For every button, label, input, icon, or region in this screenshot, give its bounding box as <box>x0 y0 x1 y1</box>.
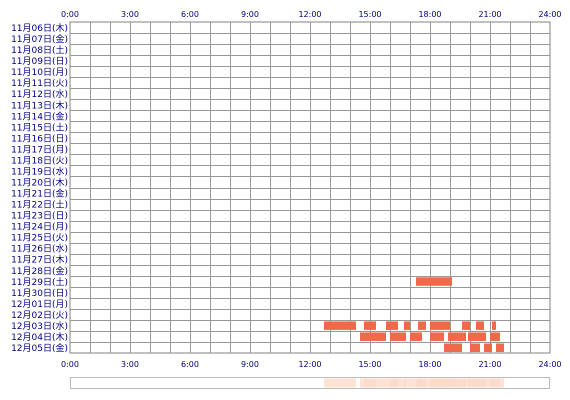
time-tick-label-top: 15:00 <box>358 10 381 19</box>
summary-bar <box>470 378 480 388</box>
time-tick-label-top: 6:00 <box>181 10 199 19</box>
time-tick-label-bottom: 12:00 <box>298 360 321 369</box>
date-label: 11月15日(土) <box>11 121 68 133</box>
date-label: 11月24日(月) <box>11 222 68 233</box>
summary-bar <box>324 378 356 388</box>
summary-bar <box>404 378 410 388</box>
time-tick-label-top: 24:00 <box>538 10 561 19</box>
activity-bar <box>470 343 480 352</box>
time-tick-label-bottom: 24:00 <box>538 360 561 369</box>
date-label: 11月18日(火) <box>11 155 68 166</box>
time-tick-label-top: 0:00 <box>61 10 79 19</box>
activity-bar <box>410 332 422 341</box>
date-label: 11月20日(木) <box>11 177 68 189</box>
time-tick-label-top: 12:00 <box>298 10 321 19</box>
activity-bar <box>430 332 444 341</box>
time-tick-label-bottom: 21:00 <box>478 360 501 369</box>
date-label: 11月30日(日) <box>11 288 68 299</box>
date-label: 11月11日(火) <box>11 78 68 89</box>
activity-bar <box>444 343 462 352</box>
summary-bar <box>444 378 462 388</box>
date-label: 11月09日(日) <box>11 56 68 67</box>
time-tick-label-bottom: 18:00 <box>418 360 441 369</box>
activity-bar <box>492 321 496 330</box>
time-tick-label-bottom: 6:00 <box>181 360 199 369</box>
activity-bar <box>324 321 356 330</box>
activity-bar <box>390 332 406 341</box>
summary-bar <box>496 378 504 388</box>
date-label: 11月26日(水) <box>11 243 68 255</box>
date-label: 11月12日(水) <box>11 88 68 100</box>
activity-bar <box>418 321 426 330</box>
activity-bar <box>484 343 492 352</box>
date-label: 11月27日(木) <box>11 254 68 266</box>
date-label: 11月21日(金) <box>11 188 68 200</box>
date-label: 12月02日(火) <box>11 310 68 321</box>
date-label: 11月07日(金) <box>11 33 68 45</box>
activity-bar <box>462 321 470 330</box>
date-label: 11月19日(水) <box>11 165 68 177</box>
time-tick-labels: 0:00 0:00 3:00 3:00 6:00 6:00 9:00 9:00 12:00 12:… <box>61 10 562 369</box>
date-label: 11月22日(土) <box>11 199 68 211</box>
date-label: 12月01日(月) <box>11 299 68 310</box>
summary-frame <box>70 377 550 389</box>
activity-bar <box>364 321 376 330</box>
activity-bar <box>430 321 450 330</box>
activity-bar <box>448 332 466 341</box>
time-tick-label-top: 3:00 <box>121 10 139 19</box>
time-tick-label-bottom: 3:00 <box>121 360 139 369</box>
activity-bar <box>386 321 398 330</box>
summary-bar <box>360 378 386 388</box>
time-tick-label-bottom: 0:00 <box>61 360 79 369</box>
date-label: 11月23日(日) <box>11 211 68 222</box>
date-label: 11月10日(月) <box>11 67 68 78</box>
time-tick-label-top: 18:00 <box>418 10 441 19</box>
activity-bar <box>490 332 500 341</box>
date-label: 11月08日(土) <box>11 44 68 56</box>
grid <box>69 21 551 354</box>
activity-bar <box>496 343 504 352</box>
activity-bar <box>404 321 410 330</box>
date-label: 12月04日(木) <box>11 331 68 343</box>
activity-bar <box>476 321 484 330</box>
date-label: 11月16日(日) <box>11 133 68 144</box>
date-labels: 11月06日(木)11月07日(金)11月08日(土)11月09日(日)11月1… <box>11 22 68 354</box>
time-tick-label-top: 21:00 <box>478 10 501 19</box>
summary-bar <box>490 378 500 388</box>
activity-bar <box>360 332 386 341</box>
summary-bar <box>430 378 444 388</box>
date-label: 11月25日(火) <box>11 233 68 244</box>
date-label: 11月17日(月) <box>11 144 68 155</box>
summary-bar <box>390 378 406 388</box>
date-label: 11月29日(土) <box>11 276 68 288</box>
date-label: 11月06日(木) <box>11 22 68 34</box>
time-tick-label-bottom: 9:00 <box>241 360 259 369</box>
date-label: 11月13日(木) <box>11 99 68 111</box>
summary-strip <box>70 377 550 389</box>
activity-bar <box>416 277 452 286</box>
activity-bar <box>468 332 486 341</box>
date-label: 12月05日(金) <box>11 342 68 354</box>
date-label: 12月03日(水) <box>11 320 68 332</box>
date-label: 11月28日(金) <box>11 265 68 277</box>
time-tick-label-bottom: 15:00 <box>358 360 381 369</box>
time-tick-label-top: 9:00 <box>241 10 259 19</box>
date-label: 11月14日(金) <box>11 110 68 122</box>
summary-bar <box>410 378 422 388</box>
activity-bars <box>324 277 504 352</box>
summary-bar <box>484 378 492 388</box>
